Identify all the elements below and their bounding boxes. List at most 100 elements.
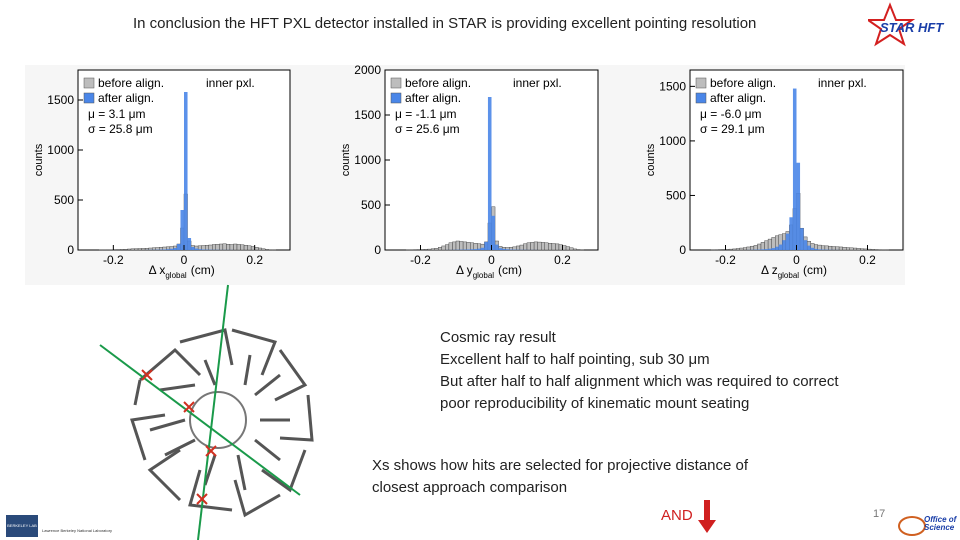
histogram-bar xyxy=(162,249,167,250)
histogram-bar xyxy=(537,241,542,251)
histogram-bar xyxy=(201,249,206,250)
office-line: Office of xyxy=(924,515,957,524)
track-line xyxy=(99,344,301,496)
histogram-bar xyxy=(782,240,786,250)
legend-label: before align. xyxy=(98,76,164,90)
histogram-bar xyxy=(856,248,861,251)
legend-label: before align. xyxy=(710,76,776,90)
y-tick-label: 0 xyxy=(67,243,74,257)
histogram-bar xyxy=(555,243,560,251)
histogram-bar xyxy=(725,249,730,251)
histogram-bar xyxy=(243,244,248,251)
histogram-bar xyxy=(240,244,245,251)
histogram-bar xyxy=(441,245,446,251)
histogram-bar xyxy=(187,238,192,250)
x-label-unit: (cm) xyxy=(498,263,522,277)
y-tick-label: 0 xyxy=(679,243,686,257)
histogram-bar xyxy=(438,247,442,251)
histogram-bar xyxy=(867,248,872,251)
x-label-main: Δ x xyxy=(149,263,166,277)
histogram-bar xyxy=(141,248,146,251)
legend-swatch xyxy=(83,77,95,89)
x-label-main: Δ z xyxy=(761,263,778,277)
histogram-bar xyxy=(233,243,238,251)
y-axis-label: counts xyxy=(340,143,352,176)
histogram-bar xyxy=(728,248,733,251)
histogram-bar xyxy=(144,247,149,251)
y-tick-label: 1500 xyxy=(354,108,381,122)
x-tick-label: 0 xyxy=(181,253,188,267)
histogram-bar xyxy=(757,243,762,251)
and-label: AND xyxy=(661,507,693,524)
histogram-bar xyxy=(258,247,262,251)
histogram-bar xyxy=(219,243,224,251)
legend-swatch xyxy=(695,77,707,89)
annotation: inner pxl. xyxy=(513,76,562,90)
histogram-bar xyxy=(130,248,135,251)
histogram-bar xyxy=(853,247,858,251)
histogram-bar xyxy=(512,246,517,251)
histogram-bar xyxy=(764,240,769,251)
histogram-bar xyxy=(810,247,815,250)
legend-swatch xyxy=(390,77,402,89)
histogram-bar xyxy=(151,247,156,251)
histogram-bar xyxy=(226,243,231,251)
office-logo xyxy=(898,516,926,536)
histogram-bar xyxy=(201,245,206,251)
histogram-bar xyxy=(473,243,478,251)
y-tick-label: 500 xyxy=(361,198,381,212)
histogram-bar xyxy=(420,249,425,251)
histogram-bar xyxy=(184,92,188,250)
histogram-bar xyxy=(796,162,801,250)
histogram-bar xyxy=(544,242,549,251)
selection-note: Xs shows how hits are selected for proje… xyxy=(372,457,749,496)
histogram-bar xyxy=(212,244,216,251)
star-logo: STAR HFT xyxy=(868,2,944,47)
y-tick-label: 1500 xyxy=(659,79,686,93)
x-label-sub: global xyxy=(473,271,495,280)
histogram-bar xyxy=(831,246,836,251)
histogram-bar xyxy=(222,243,227,251)
histogram-bar xyxy=(842,247,847,251)
x-tick-label: 0.2 xyxy=(859,253,876,267)
histogram-bar xyxy=(423,249,428,251)
x-tick-label: 0.2 xyxy=(554,253,571,267)
histogram-bar xyxy=(127,248,132,251)
logo-text: STAR HFT xyxy=(880,20,944,35)
histogram-bar xyxy=(477,248,481,250)
histogram-bar xyxy=(498,248,503,250)
histogram-bar xyxy=(558,244,563,251)
histogram-bar xyxy=(159,246,163,251)
histogram-bar xyxy=(455,240,460,251)
x-tick-label: -0.2 xyxy=(410,253,431,267)
x-tick-label: -0.2 xyxy=(103,253,124,267)
histogram-bar xyxy=(148,247,153,251)
stat-label: μ = -1.1 μm xyxy=(395,107,457,121)
histogram-bar xyxy=(169,248,174,250)
histogram-bar xyxy=(828,245,833,251)
histogram-bar xyxy=(434,247,439,251)
histogram-bar xyxy=(265,249,269,251)
histogram-bar xyxy=(743,247,747,251)
histogram-bar xyxy=(229,244,234,251)
x-axis-label: Δ xglobal (cm) xyxy=(149,263,215,280)
histogram-bar xyxy=(123,248,128,251)
histogram-bar xyxy=(739,247,744,251)
x-label-unit: (cm) xyxy=(191,263,215,277)
histogram-bar xyxy=(155,247,160,251)
y-axis-label: counts xyxy=(645,143,657,176)
office-name: Office of Science xyxy=(924,516,956,532)
slide-title: In conclusion the HFT PXL detector insta… xyxy=(133,15,757,32)
histogram-bar xyxy=(771,248,776,250)
histogram-bar xyxy=(764,249,769,250)
x-tick-label: 0 xyxy=(488,253,495,267)
x-tick-label: 0.2 xyxy=(246,253,263,267)
histogram-bar xyxy=(526,242,531,251)
histogram-bar xyxy=(721,249,726,251)
histogram-bar xyxy=(768,248,772,250)
histogram-bar xyxy=(427,248,432,251)
histogram-bar xyxy=(775,246,779,250)
histogram-bar xyxy=(778,244,783,250)
lab-name: Lawrence Berkeley National Laboratory xyxy=(42,528,113,533)
